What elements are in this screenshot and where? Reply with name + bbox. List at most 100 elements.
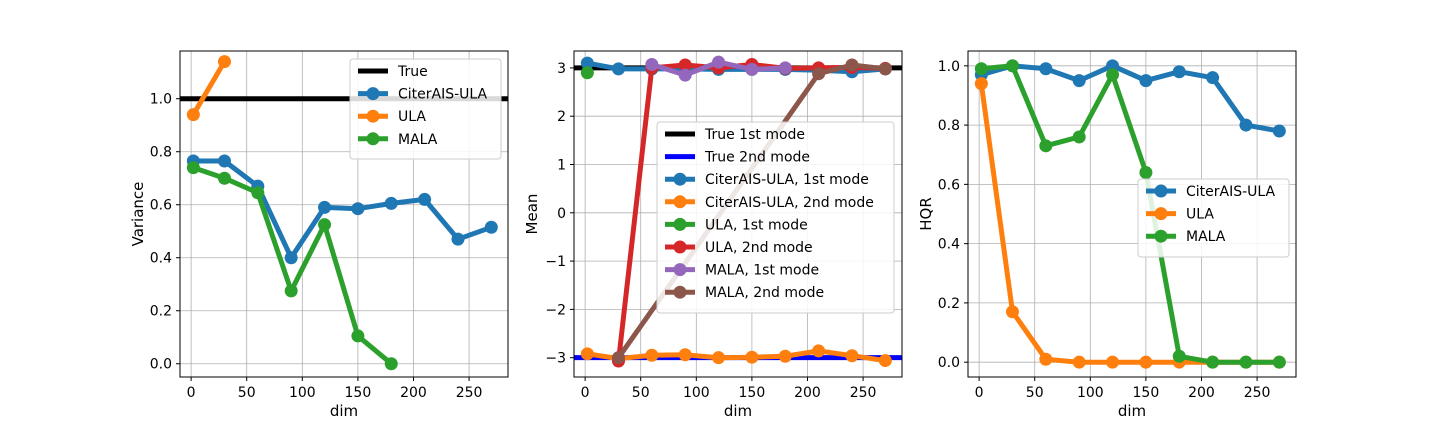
y-tick-label: 1	[557, 157, 566, 173]
plot-area	[974, 59, 1286, 369]
x-tick-label: 100	[289, 385, 316, 401]
y-tick-label: 0.0	[150, 357, 172, 373]
data-point	[678, 68, 692, 82]
x-tick-label: 200	[400, 385, 427, 401]
series-mala	[974, 59, 1286, 369]
data-point	[1239, 118, 1253, 132]
data-point	[580, 56, 594, 70]
data-point	[217, 55, 231, 69]
data-point	[1072, 74, 1086, 88]
data-point	[284, 251, 298, 265]
data-point	[1039, 352, 1053, 366]
x-tick-label: 250	[850, 385, 877, 401]
x-tick-label: 250	[456, 385, 483, 401]
data-point	[384, 357, 398, 371]
y-axis-label: Variance	[129, 182, 147, 247]
data-point	[812, 67, 826, 81]
data-point	[845, 58, 859, 72]
data-point	[318, 218, 332, 232]
data-point	[351, 329, 365, 343]
y-tick-label: −1	[545, 254, 566, 270]
legend-swatch-marker	[1154, 207, 1168, 221]
data-point	[484, 220, 498, 234]
data-point	[1172, 349, 1186, 363]
x-tick-label: 0	[187, 385, 196, 401]
legend: True CiterAIS-ULA ULA MALA	[349, 58, 502, 160]
data-point	[1172, 65, 1186, 79]
y-tick-label: 0.6	[150, 198, 172, 214]
data-point	[1072, 355, 1086, 369]
data-point	[1106, 59, 1120, 73]
y-tick-label: 0.0	[938, 355, 960, 371]
legend-entry-true-2nd-mode: True 2nd mode	[665, 150, 810, 166]
y-tick-label: 2	[557, 109, 566, 125]
data-point	[217, 154, 231, 168]
legend-label: MALA, 1st mode	[705, 263, 819, 279]
data-point	[451, 232, 465, 246]
legend-swatch-marker	[673, 240, 687, 254]
series-citerais-ula-2nd-mode	[580, 344, 892, 368]
series-line	[586, 348, 886, 364]
legend-entry-true-1st-mode: True 1st mode	[665, 127, 805, 143]
x-tick-label: 0	[975, 385, 984, 401]
x-axis-label: dim	[1118, 402, 1146, 420]
data-point	[812, 344, 826, 358]
x-axis-label: dim	[330, 402, 358, 420]
series-line	[980, 63, 1280, 134]
y-tick-label: 0.8	[938, 118, 960, 134]
legend: CiterAIS-ULA ULA MALA	[1137, 178, 1290, 258]
data-point	[712, 351, 726, 365]
legend-label: MALA	[1186, 229, 1226, 245]
legend-label: ULA, 1st mode	[705, 217, 808, 233]
legend-box	[349, 58, 502, 160]
data-point	[974, 77, 988, 91]
data-point	[974, 62, 988, 76]
legend-entry-citerais-ula-2nd-mode: CiterAIS-ULA, 2nd mode	[665, 195, 874, 211]
data-point	[251, 186, 265, 200]
series-mala-1st-mode	[645, 55, 792, 82]
series-line	[981, 63, 1280, 365]
legend-swatch-marker	[366, 132, 380, 146]
data-point	[418, 192, 432, 206]
y-tick-label: 1.0	[150, 92, 172, 108]
legend-entry-ula: ULA	[1146, 207, 1214, 223]
data-point	[1106, 68, 1120, 82]
data-point	[745, 62, 759, 76]
data-point	[778, 349, 792, 363]
series-mala	[186, 161, 398, 371]
plot-area	[574, 55, 902, 368]
data-point	[678, 58, 692, 72]
y-tick-label: 0.4	[150, 251, 172, 267]
legend-label: CiterAIS-ULA	[1186, 184, 1276, 200]
axes-frame	[573, 50, 903, 378]
axes-frame	[179, 50, 509, 378]
y-tick-label: 0.2	[938, 296, 960, 312]
x-axis-label: dim	[724, 402, 752, 420]
legend-swatch-marker	[366, 87, 380, 101]
data-point	[845, 349, 859, 363]
legend-label: CiterAIS-ULA	[398, 87, 488, 103]
legend-label: ULA, 2nd mode	[705, 240, 813, 256]
data-point	[1206, 355, 1220, 369]
legend-swatch-marker	[366, 109, 380, 123]
data-point	[1005, 305, 1019, 319]
legend-swatch-marker	[673, 172, 687, 186]
x-tick-label: 200	[794, 385, 821, 401]
legend-label: True 1st mode	[704, 127, 805, 143]
x-tick-label: 150	[345, 385, 372, 401]
y-tick-label: 0.2	[150, 304, 172, 320]
legend-entry-mala: MALA	[1146, 229, 1226, 245]
legend-label: CiterAIS-ULA, 2nd mode	[705, 195, 874, 211]
data-point	[1005, 59, 1019, 73]
x-tick-label: 200	[1188, 385, 1215, 401]
legend-swatch-marker	[1154, 229, 1168, 243]
data-point	[1139, 166, 1153, 180]
legend-box	[656, 121, 895, 314]
data-point	[580, 66, 594, 80]
data-point	[1272, 124, 1286, 138]
data-point	[351, 202, 365, 216]
legend-label: ULA	[398, 109, 426, 125]
x-tick-label: 250	[1244, 385, 1271, 401]
series-line	[191, 60, 227, 116]
